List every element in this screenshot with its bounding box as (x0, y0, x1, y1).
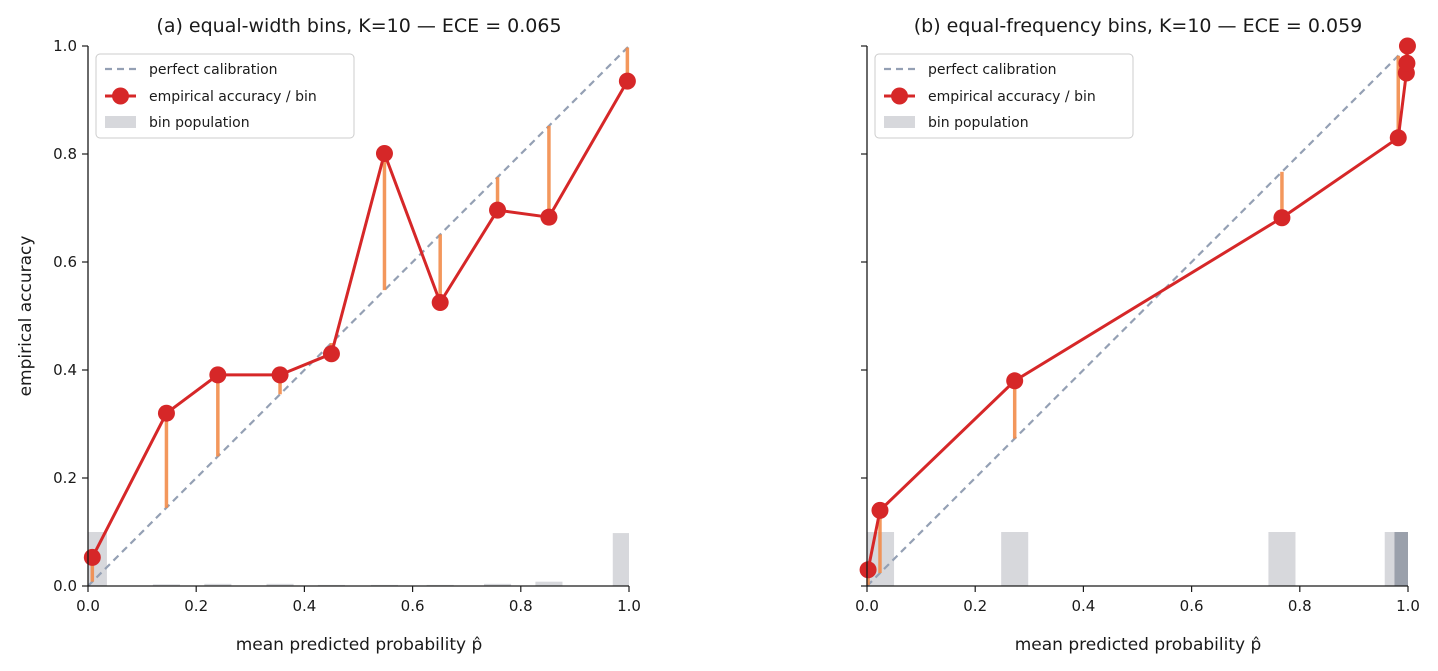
accuracy-point (271, 366, 289, 384)
accuracy-point (618, 72, 636, 90)
x-tick-label: 0.0 (76, 597, 100, 615)
x-tick-label: 0.8 (1288, 597, 1312, 615)
y-tick-label: 0.6 (53, 253, 77, 271)
accuracy-point (1398, 37, 1416, 55)
accuracy-series (859, 37, 1416, 579)
legend-marker-swatch (112, 87, 129, 105)
legend-bar-swatch (884, 116, 915, 128)
y-tick-label: 0.8 (53, 145, 77, 163)
accuracy-line (90, 80, 629, 559)
legend-label: empirical accuracy / bin (149, 89, 317, 105)
panel-a-axes: 0.0 0.2 0.4 0.6 0.8 1.0 0.0 0.2 0.4 0.6 0.8 1.0 (53, 37, 641, 615)
perfect-calibration-line (866, 45, 1409, 587)
legend-marker-swatch (891, 87, 908, 105)
bin-bar (1394, 532, 1408, 586)
y-tick-label: 0.4 (53, 361, 77, 379)
diagonal-line (866, 45, 1409, 587)
accuracy-point (871, 501, 889, 519)
bin-bar (1384, 532, 1395, 586)
panel-a-title: (a) equal-width bins, K=10 — ECE = 0.065 (156, 15, 561, 37)
accuracy-point (375, 144, 393, 162)
accuracy-point (1389, 129, 1407, 147)
legend-label: perfect calibration (928, 62, 1057, 78)
bin-bar (484, 583, 512, 586)
x-tick-label: 1.0 (617, 597, 641, 615)
accuracy-point (1273, 209, 1291, 227)
x-tick-label: 0.6 (401, 597, 425, 615)
x-tick-label: 0.4 (1071, 597, 1095, 615)
panel-b-x-axis-label: mean predicted probability p̂ (1015, 635, 1262, 655)
bin-bar (266, 583, 294, 586)
bin-bar (612, 533, 629, 586)
panel-equal-width: (a) equal-width bins, K=10 — ECE = 0.065… (53, 15, 641, 655)
bin-population-bars (88, 532, 629, 586)
legend-bar-swatch (105, 116, 136, 128)
accuracy-point (489, 201, 507, 219)
x-tick-label: 0.4 (292, 597, 316, 615)
accuracy-point (1398, 54, 1416, 72)
x-tick-label: 0.2 (184, 597, 208, 615)
bin-bar (1268, 532, 1296, 586)
panel-a-legend: perfect calibration empirical accuracy / … (95, 53, 355, 139)
bin-bar (152, 584, 180, 586)
diagonal-line (87, 45, 630, 587)
legend-box (95, 53, 355, 139)
accuracy-point (859, 561, 877, 579)
y-axis-label: empirical accuracy (16, 236, 36, 397)
legend-box (874, 53, 1134, 139)
x-tick-label: 0.2 (963, 597, 987, 615)
accuracy-series (83, 72, 636, 566)
x-tick-label: 0.0 (855, 597, 879, 615)
x-tick-label: 0.6 (1180, 597, 1204, 615)
legend-label: bin population (149, 115, 250, 131)
legend-label: bin population (928, 115, 1029, 131)
bin-bar (535, 581, 563, 586)
y-tick-label: 0.0 (53, 577, 77, 595)
accuracy-point (83, 548, 101, 566)
accuracy-point (431, 294, 449, 311)
x-tick-label: 0.8 (509, 597, 533, 615)
bin-population-bars (867, 532, 1408, 586)
panel-b-title: (b) equal-frequency bins, K=10 — ECE = 0… (914, 15, 1363, 37)
accuracy-point (1006, 372, 1024, 390)
panel-equal-frequency: (b) equal-frequency bins, K=10 — ECE = 0… (855, 15, 1420, 655)
bin-bar (1001, 532, 1029, 586)
y-tick-label: 1.0 (53, 37, 77, 55)
legend-label: perfect calibration (149, 62, 278, 78)
perfect-calibration-line (87, 45, 630, 587)
accuracy-point (540, 208, 558, 226)
panel-b-axes: 0.0 0.2 0.4 0.6 0.8 1.0 (855, 45, 1420, 615)
panel-a-x-axis-label: mean predicted probability p̂ (236, 635, 483, 655)
accuracy-point (322, 345, 340, 363)
legend-label: empirical accuracy / bin (928, 89, 1096, 105)
bin-bar (204, 583, 232, 586)
y-tick-label: 0.2 (53, 469, 77, 487)
accuracy-point (157, 404, 175, 422)
accuracy-point (209, 366, 227, 384)
panel-b-legend: perfect calibration empirical accuracy / … (874, 53, 1134, 139)
x-tick-label: 1.0 (1396, 597, 1420, 615)
